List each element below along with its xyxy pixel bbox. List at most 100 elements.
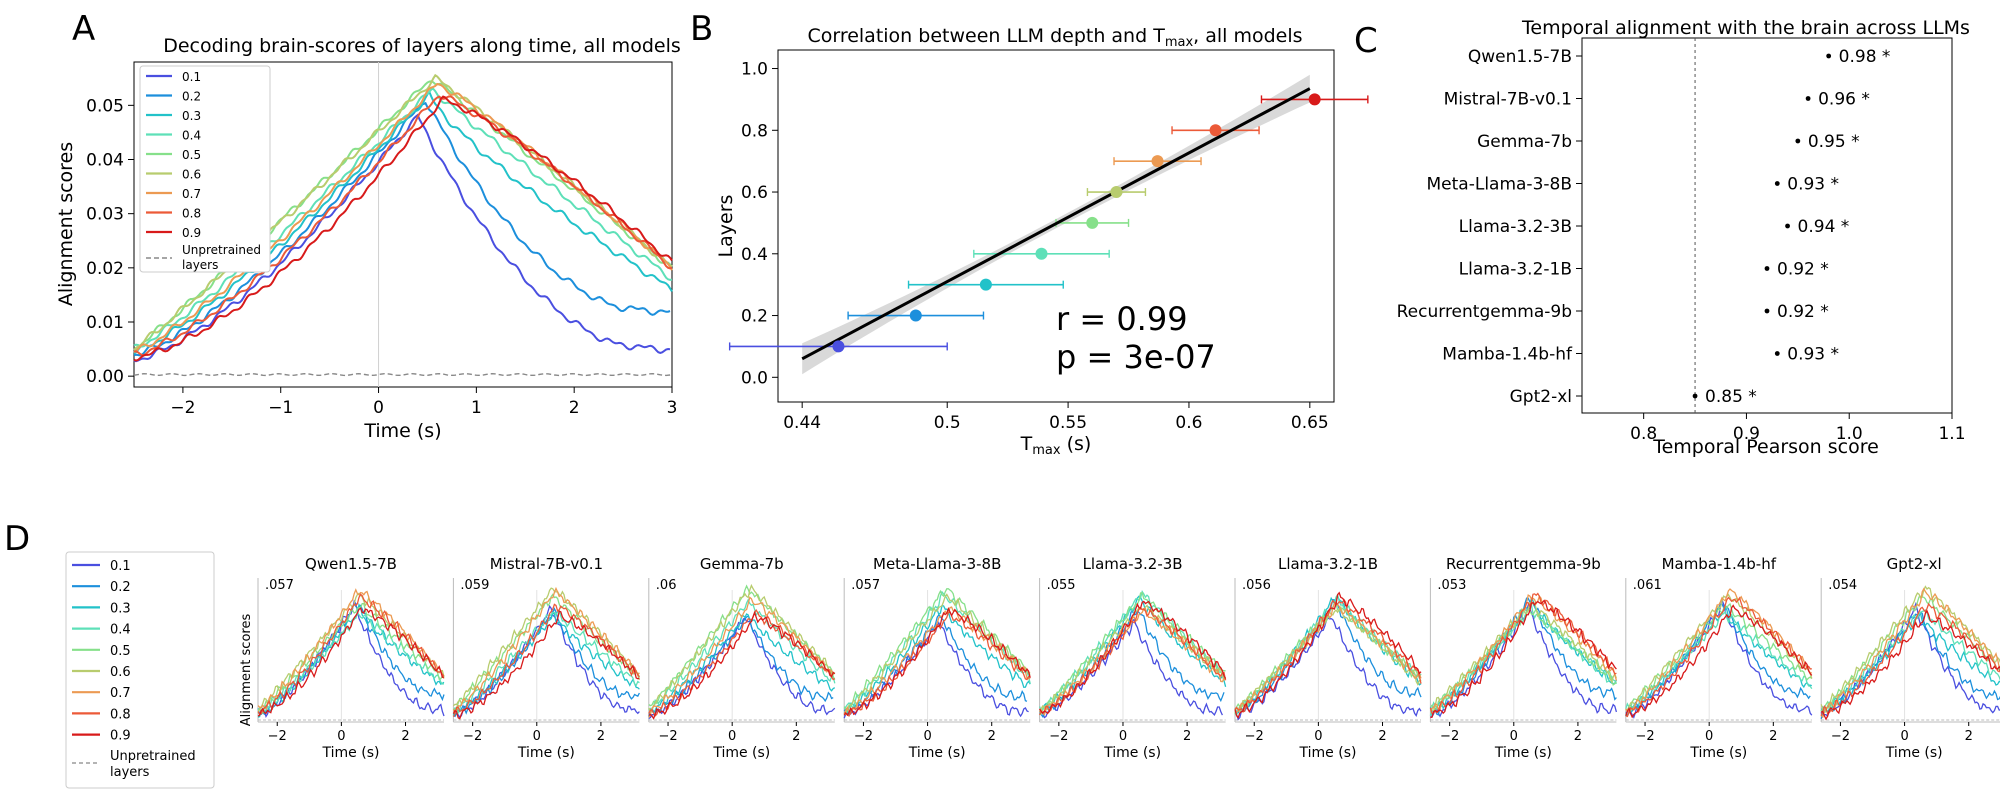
panel-d-ymax-label: .057 (265, 578, 294, 593)
panel-d-xtick-label: −2 (658, 729, 677, 744)
panel-d-subplot-Recurrentgemma-9b: Recurrentgemma-9b .053 −2 0 2 Time (s) (1429, 555, 1618, 761)
panel-d-xtick-label: −2 (1831, 729, 1850, 744)
panel-d-series-0.6 (452, 587, 641, 707)
panel-d-series-0.5 (843, 588, 1031, 710)
panel-d-xlabel: Time (s) (1299, 745, 1357, 761)
panel-c-model-label: Qwen1.5-7B (1468, 47, 1572, 67)
panel-d-xtick-label: 2 (597, 729, 605, 744)
panel-d-ymax-label: .054 (1828, 578, 1857, 593)
panel-d-ymax-label: .056 (1242, 578, 1271, 593)
panel-d-series-0.7 (257, 588, 445, 710)
panel-a-legend-label-unpretrained-1: Unpretrained (182, 243, 261, 257)
panel-d-series-0.8 (1039, 608, 1227, 716)
panel-a-title: Decoding brain-scores of layers along ti… (163, 35, 681, 57)
panel-a-legend: 0.1 0.2 0.3 0.4 0.5 0.6 0.7 0.8 0.9 Unpretrainedl… (139, 65, 271, 273)
panel-letter-b: B (690, 9, 713, 49)
panel-a-xtick-label: 3 (667, 398, 678, 418)
panel-a-xtick-label: 0 (373, 398, 384, 418)
panel-d-xtick-label: 2 (1769, 729, 1777, 744)
panel-d-series-0.4 (1625, 610, 1813, 713)
panel-letter-d: D (4, 519, 30, 559)
panel-c-point (1774, 181, 1780, 186)
panel-d-series-0.9 (1820, 609, 2000, 721)
panel-b-ytick-label: 0.0 (741, 368, 768, 388)
panel-a-ytick-label: 0.02 (86, 259, 124, 279)
panel-d-series-0.7 (452, 586, 640, 715)
panel-c-model-label: Meta-Llama-3-8B (1427, 175, 1573, 195)
panel-d-subplot-Qwen1.5-7B: Qwen1.5-7B .057 −2 0 2 Time (s) (257, 555, 445, 761)
panel-c-chart: Temporal alignment with the brain across… (1397, 17, 1970, 458)
panel-d-xlabel: Time (s) (1494, 745, 1552, 761)
panel-d-subplot-Gpt2-xl: Gpt2-xl .054 −2 0 2 Time (s) (1820, 555, 2000, 761)
panel-d-series-0.3 (452, 612, 640, 716)
panel-d-xtick-label: 0 (1705, 729, 1713, 744)
panel-b-xlabel: Tmax (s) (1020, 433, 1092, 458)
panel-b-ytick-label: 0.4 (741, 245, 768, 265)
panel-c-point (1785, 223, 1790, 229)
panel-d-series-0.8 (844, 611, 1031, 717)
panel-d-legend-label: 0.7 (110, 686, 131, 701)
panel-a-ylabel: Alignment scores (55, 142, 77, 306)
panel-d-series-0.1 (843, 621, 1029, 719)
panel-b-point (979, 278, 992, 291)
panel-d-series-0.7 (1039, 607, 1226, 716)
panel-a-ytick-label: 0.04 (86, 151, 124, 171)
panel-d-ymax-label: .06 (656, 578, 677, 593)
panel-d-subplot-Gemma-7b: Gemma-7b .06 −2 0 2 Time (s) (648, 555, 836, 761)
panel-d-xtick-label: −2 (268, 729, 287, 744)
panel-b-point (832, 340, 845, 353)
panel-c-xtick-label: 0.9 (1733, 424, 1760, 444)
panel-d-series-0.4 (452, 609, 640, 715)
panel-a-xtick-label: 2 (569, 398, 580, 418)
panel-d-xlabel: Time (s) (1689, 745, 1747, 761)
panel-a-legend-label: 0.8 (182, 207, 201, 221)
panel-d-xlabel: Time (s) (1885, 745, 1943, 761)
panel-d-xlabel: Time (s) (712, 745, 770, 761)
panel-c-value-label: 0.94 * (1798, 217, 1850, 237)
panel-b-ytick-label: 0.8 (741, 121, 768, 141)
panel-c-xlabel: Temporal Pearson score (1652, 436, 1879, 458)
panel-letter-c: C (1354, 21, 1378, 61)
panel-a-legend-label-unpretrained-2: layers (182, 258, 218, 272)
panel-d-legend: 0.1 0.2 0.3 0.4 0.5 0.6 0.7 0.8 0.9 Unpretrainedl… (72, 559, 196, 780)
panel-c-point (1764, 308, 1770, 314)
panel-c-point (1764, 266, 1770, 271)
panel-d-xtick-label: 2 (792, 729, 800, 744)
panel-d-series-0.9 (1039, 600, 1227, 715)
panel-b-title-tail: , all models (1193, 25, 1302, 47)
panel-a-series-0.8 (133, 95, 673, 357)
panel-c-plot: Qwen1.5-7B 0.98 * Mistral-7B-v0.1 0.96 * Gem… (1397, 38, 1966, 444)
panel-d-series-0.4 (648, 598, 836, 711)
panel-d-series-0.7 (648, 596, 836, 718)
panel-d-legend-label: 0.1 (110, 559, 131, 574)
panel-d-subplot-Llama-3.2-1B: Llama-3.2-1B .056 −2 0 2 Time (s) (1234, 555, 1422, 761)
panel-d-ymax-label: .055 (1047, 578, 1076, 593)
panel-c-xtick-label: 1.1 (1938, 424, 1965, 444)
panel-c-model-label: Mistral-7B-v0.1 (1444, 90, 1572, 110)
panel-b-ylabel: Layers (715, 195, 737, 258)
panel-d-series-0.7 (1820, 587, 2000, 719)
panel-c-title: Temporal alignment with the brain across… (1521, 17, 1970, 39)
panel-d-legend-label: 0.3 (110, 601, 131, 616)
panel-b-point (1209, 124, 1222, 137)
panel-d-legend-label: 0.5 (110, 644, 131, 659)
panel-d-xtick-label: 0 (1314, 729, 1322, 744)
panel-d-xlabel: Time (s) (908, 745, 966, 761)
panel-c-value-label: 0.96 * (1818, 90, 1870, 110)
panel-d-subplot-Mamba-1.4b-hf: Mamba-1.4b-hf.061 −2 0 2 Time (s) (1625, 555, 1813, 761)
panel-c-point (1826, 53, 1832, 59)
panel-b-annotation-p: p = 3e-07 (1056, 338, 1216, 376)
panel-d-subplot-title: Mamba-1.4b-hf (1662, 555, 1777, 573)
panel-a-ytick-label: 0.00 (86, 367, 124, 387)
panel-d-series-0.6 (1625, 593, 1813, 711)
panel-c-value-label: 0.98 * (1839, 47, 1891, 67)
panel-b-chart: Correlation between LLM depth and Tmax, … (715, 25, 1369, 458)
panel-d-xtick-label: −2 (854, 729, 873, 744)
panel-b-plot (728, 74, 1369, 375)
panel-b-xlabel-main: T (1020, 433, 1033, 455)
panel-d-ymax-label: .061 (1633, 578, 1662, 593)
panel-d-subplot-title: Llama-3.2-1B (1278, 555, 1378, 573)
panel-a-legend-label: 0.6 (182, 168, 201, 182)
panel-d-series-0.1 (1625, 597, 1813, 719)
